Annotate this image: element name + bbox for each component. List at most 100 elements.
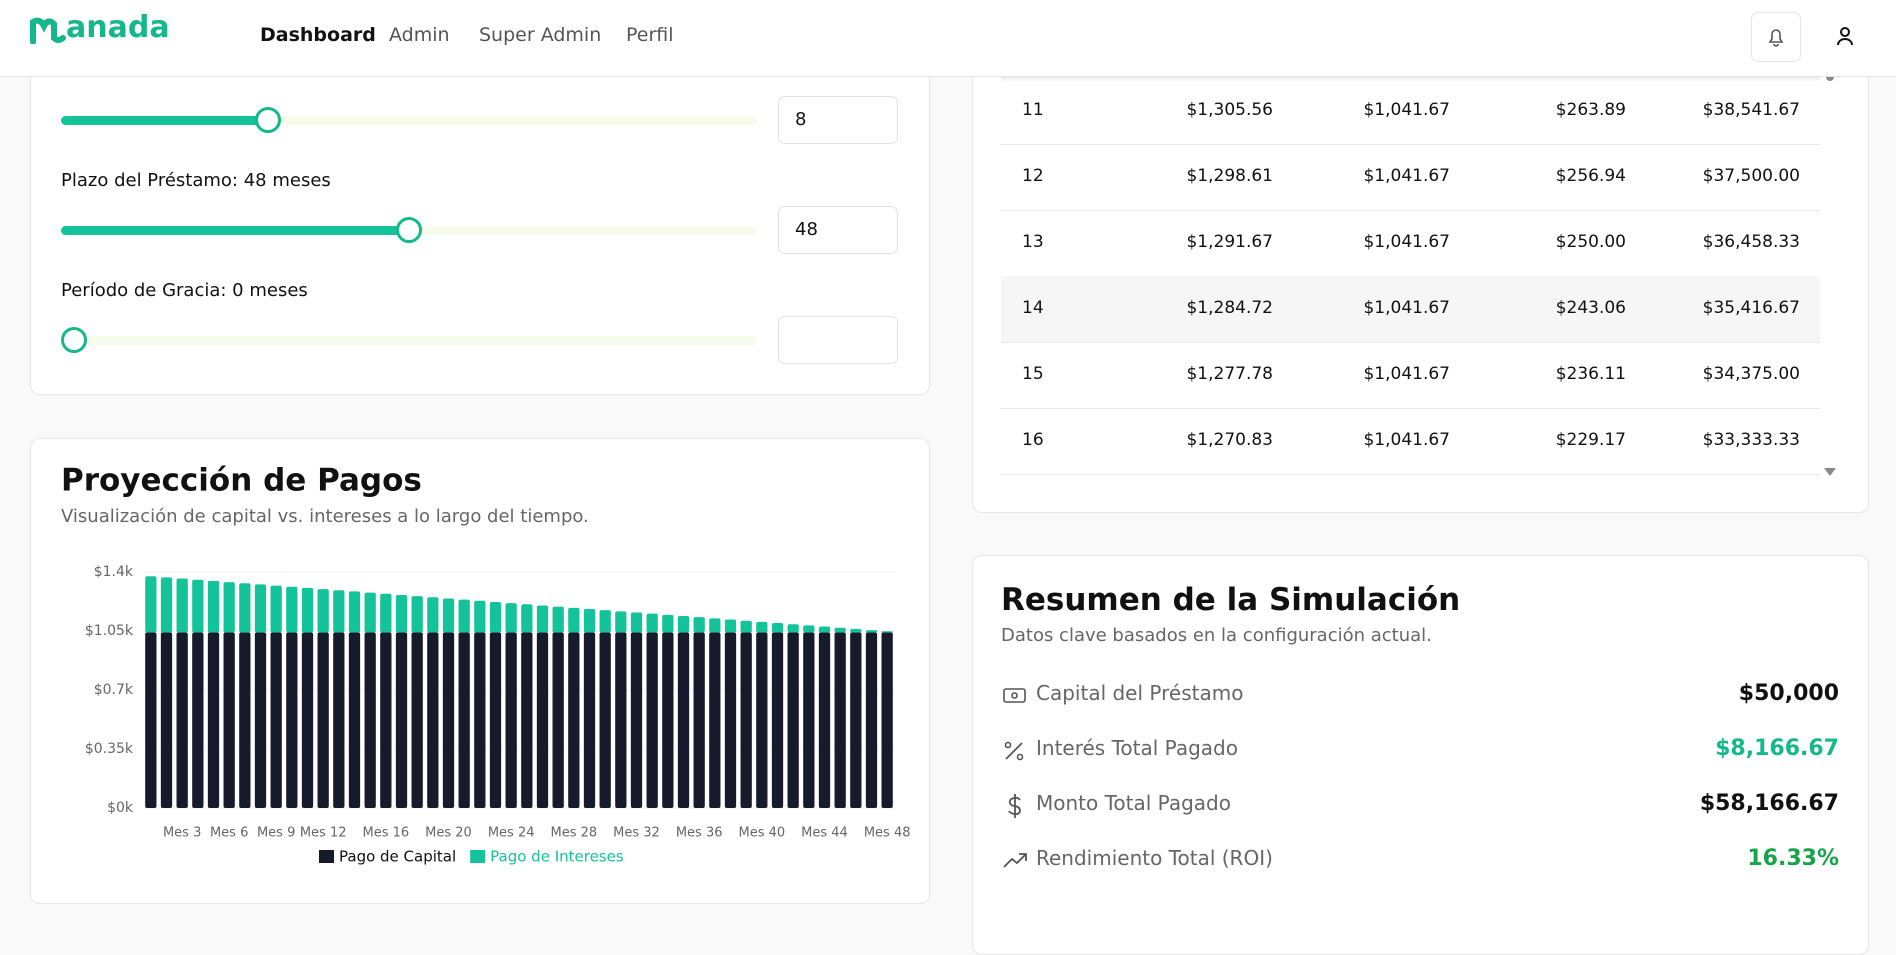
nav-link[interactable]: Perfil bbox=[626, 24, 674, 46]
summary-label: Monto Total Pagado bbox=[1036, 791, 1231, 815]
slider[interactable] bbox=[61, 327, 757, 353]
bar-segment bbox=[850, 628, 862, 633]
bar-segment bbox=[489, 632, 502, 808]
bar-segment bbox=[489, 601, 502, 633]
scrollbar[interactable] bbox=[1823, 70, 1839, 480]
bar-segment bbox=[145, 576, 157, 633]
table-cell: 12 bbox=[1022, 166, 1044, 186]
bar-segment bbox=[583, 608, 596, 633]
bar-segment bbox=[239, 632, 251, 808]
table-cell: $1,298.61 bbox=[1186, 166, 1273, 186]
bar-segment bbox=[881, 632, 893, 808]
bar-segment bbox=[599, 610, 611, 633]
table-cell: 14 bbox=[1022, 298, 1044, 318]
bar-segment bbox=[348, 632, 361, 808]
nav-link[interactable]: Super Admin bbox=[479, 24, 602, 46]
bar-segment bbox=[317, 589, 329, 633]
x-tick-label: Mes 9 bbox=[257, 826, 295, 841]
summary-value: $58,166.67 bbox=[1699, 791, 1839, 816]
table-cell: $256.94 bbox=[1555, 166, 1626, 186]
table-cell: $33,333.33 bbox=[1702, 430, 1800, 450]
bar-segment bbox=[615, 632, 627, 808]
bar-segment bbox=[411, 632, 423, 808]
bar-segment bbox=[505, 632, 517, 808]
bar-segment bbox=[724, 632, 737, 808]
bar-segment bbox=[176, 578, 188, 633]
bar-segment bbox=[474, 632, 486, 808]
bar-segment bbox=[818, 632, 831, 808]
slider-thumb[interactable] bbox=[61, 327, 87, 353]
input[interactable]: 8 bbox=[778, 96, 898, 144]
slider-thumb[interactable] bbox=[396, 217, 422, 243]
bar-segment bbox=[458, 599, 470, 633]
input[interactable] bbox=[778, 316, 898, 364]
table-cell: 15 bbox=[1022, 364, 1044, 384]
bar-segment bbox=[677, 616, 690, 633]
table-row[interactable]: 13 $1,291.67 $1,041.67 $250.00 $36,458.33 bbox=[1001, 210, 1820, 277]
table-row[interactable]: 11 $1,305.56 $1,041.67 $263.89 $38,541.67 bbox=[1001, 78, 1820, 145]
nav-link[interactable]: Dashboard bbox=[260, 24, 376, 46]
bar-segment bbox=[709, 632, 721, 808]
x-tick-label: Mes 16 bbox=[362, 826, 409, 841]
bar-segment bbox=[380, 632, 392, 808]
bar-segment bbox=[599, 632, 611, 808]
legend-label: Pago de Capital bbox=[339, 848, 456, 866]
table-row[interactable]: 15 $1,277.78 $1,041.67 $236.11 $34,375.00 bbox=[1001, 342, 1820, 409]
bar-segment bbox=[160, 577, 173, 633]
table-row[interactable]: 14 $1,284.72 $1,041.67 $243.06 $35,416.67 bbox=[1001, 276, 1820, 343]
nav-link[interactable]: Admin bbox=[389, 24, 450, 46]
table-cell: $34,375.00 bbox=[1702, 364, 1800, 384]
bar-segment bbox=[803, 632, 815, 808]
logo: anada bbox=[66, 10, 170, 45]
bar-segment bbox=[568, 632, 580, 808]
user-icon[interactable] bbox=[1833, 24, 1857, 48]
x-tick-label: Mes 48 bbox=[864, 826, 911, 841]
bar-segment bbox=[317, 632, 329, 808]
bar-segment bbox=[740, 620, 752, 633]
y-tick-label: $0.35k bbox=[85, 741, 134, 757]
slider[interactable] bbox=[61, 107, 757, 133]
notifications-button[interactable] bbox=[1751, 12, 1801, 62]
bar-segment bbox=[348, 591, 361, 633]
bar-segment bbox=[427, 597, 439, 633]
table-cell: 16 bbox=[1022, 430, 1044, 450]
bar-segment bbox=[646, 632, 658, 808]
bar-segment bbox=[160, 632, 173, 808]
slider[interactable] bbox=[61, 217, 757, 243]
percent-icon bbox=[1004, 741, 1024, 761]
bar-segment bbox=[458, 632, 470, 808]
slider-thumb[interactable] bbox=[255, 107, 281, 133]
bar-segment bbox=[787, 632, 799, 808]
header: anada Dashboard Admin Super Admin Perfil bbox=[0, 0, 1896, 77]
x-tick-label: Mes 32 bbox=[613, 826, 660, 841]
x-tick-label: Mes 12 bbox=[300, 826, 347, 841]
bar-segment bbox=[145, 632, 157, 808]
x-tick-label: Mes 36 bbox=[676, 826, 723, 841]
bar-segment bbox=[552, 606, 564, 633]
x-tick-label: Mes 20 bbox=[425, 826, 472, 841]
bell-icon bbox=[1768, 29, 1784, 47]
bar-segment bbox=[442, 598, 455, 633]
table-cell: $229.17 bbox=[1555, 430, 1626, 450]
bar-segment bbox=[787, 624, 799, 633]
bar-segment bbox=[207, 632, 220, 808]
bar-segment bbox=[771, 632, 784, 808]
bar-segment bbox=[568, 607, 580, 633]
bar-segment bbox=[818, 626, 831, 633]
table-row[interactable]: 16 $1,270.83 $1,041.67 $229.17 $33,333.33 bbox=[1001, 408, 1820, 475]
table-cell: $263.89 bbox=[1555, 100, 1626, 120]
bar-segment bbox=[630, 632, 643, 808]
table-row[interactable]: 12 $1,298.61 $1,041.67 $256.94 $37,500.00 bbox=[1001, 144, 1820, 211]
x-tick-label: Mes 44 bbox=[801, 826, 848, 841]
table-cell: 13 bbox=[1022, 232, 1044, 252]
bar-segment bbox=[693, 617, 705, 633]
table-cell: $1,041.67 bbox=[1363, 232, 1450, 252]
input[interactable]: 48 bbox=[778, 206, 898, 254]
summary-row: Rendimiento Total (ROI) 16.33% bbox=[1003, 846, 1839, 876]
table-cell: $236.11 bbox=[1555, 364, 1626, 384]
bar-segment bbox=[395, 594, 408, 633]
summary-label: Rendimiento Total (ROI) bbox=[1036, 846, 1273, 870]
bar-segment bbox=[865, 630, 878, 633]
bar-segment bbox=[254, 632, 267, 808]
